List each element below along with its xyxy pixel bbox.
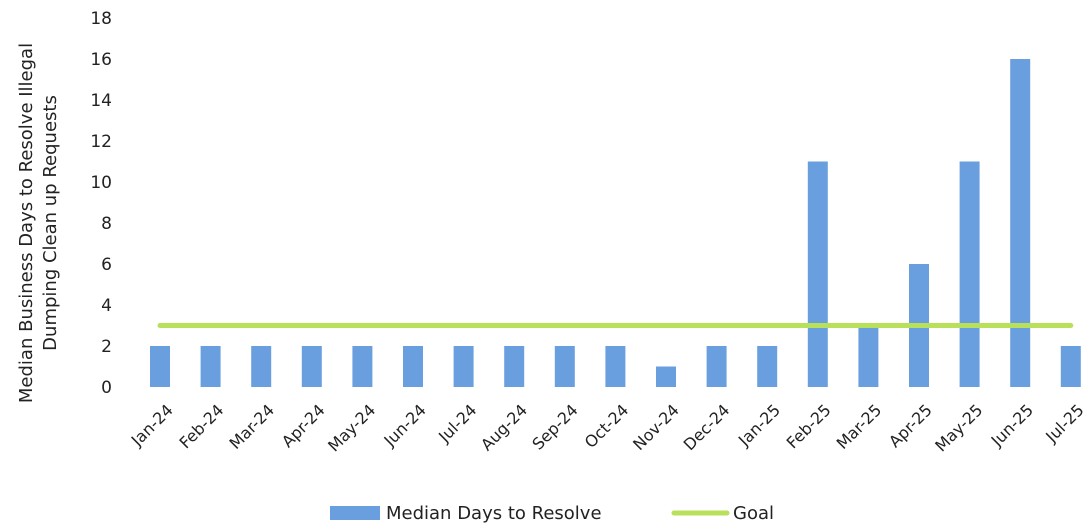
- bar-Jan-24: [150, 346, 170, 387]
- bar-Jun-25: [1010, 59, 1031, 387]
- bar-Jul-24: [453, 346, 474, 387]
- x-tick-label-Jul-25: Jul-25: [1041, 400, 1087, 446]
- x-tick-label-Mar-25: Mar-25: [833, 400, 886, 453]
- x-tick-label-Jun-24: Jun-24: [380, 400, 430, 450]
- y-tick-label-2: 2: [101, 337, 112, 357]
- y-tick-label-8: 8: [101, 214, 112, 234]
- bar-Jun-24: [403, 346, 423, 387]
- bar-Feb-25: [807, 161, 828, 387]
- y-tick-label-0: 0: [101, 378, 112, 398]
- x-tick-label-Jan-25: Jan-25: [734, 400, 784, 450]
- x-tick-label-Nov-24: Nov-24: [629, 400, 683, 454]
- legend: Median Days to Resolve Goal: [330, 503, 774, 524]
- x-tick-label-Mar-24: Mar-24: [225, 400, 278, 453]
- x-tick-label-Apr-25: Apr-25: [885, 400, 936, 451]
- bar-series: [150, 59, 1081, 387]
- bar-May-25: [959, 161, 980, 387]
- x-tick-label-Oct-24: Oct-24: [581, 400, 632, 451]
- bar-Sep-24: [554, 346, 575, 387]
- x-tick-label-Feb-24: Feb-24: [175, 400, 227, 452]
- x-tick-label-Aug-24: Aug-24: [477, 400, 531, 454]
- bar-Aug-24: [504, 346, 525, 387]
- x-tick-label-Jul-24: Jul-24: [434, 400, 480, 446]
- y-axis-ticks: 0 2 4 6 8 10 12 14 16 18: [90, 9, 112, 398]
- bar-Dec-24: [706, 346, 727, 387]
- bar-Nov-24: [656, 366, 676, 387]
- legend-label-median: Median Days to Resolve: [386, 503, 602, 524]
- x-tick-label-Jun-25: Jun-25: [987, 400, 1037, 450]
- legend-swatch-median: [330, 506, 380, 520]
- x-tick-label-Jan-24: Jan-24: [127, 400, 177, 450]
- y-tick-label-18: 18: [90, 9, 112, 29]
- y-axis-title-line-2: Dumping Clean up Requests: [40, 95, 61, 351]
- bar-Mar-24: [251, 346, 272, 387]
- bar-Apr-24: [301, 346, 322, 387]
- bar-Mar-25: [858, 325, 879, 387]
- y-tick-label-6: 6: [101, 255, 112, 275]
- x-tick-label-Feb-25: Feb-25: [783, 400, 835, 452]
- bar-Jan-25: [757, 346, 778, 387]
- x-tick-label-May-25: May-25: [931, 400, 986, 455]
- y-tick-label-4: 4: [101, 296, 112, 316]
- x-tick-label-May-24: May-24: [324, 400, 379, 455]
- bar-Oct-24: [605, 346, 626, 387]
- x-tick-label-Dec-24: Dec-24: [680, 400, 734, 454]
- y-axis-title-line-1: Median Business Days to Resolve Illegal: [16, 43, 37, 403]
- x-tick-label-Sep-24: Sep-24: [528, 400, 581, 453]
- bar-May-24: [352, 346, 373, 387]
- y-axis-title: Median Business Days to Resolve Illegal …: [16, 43, 61, 403]
- y-tick-label-10: 10: [90, 173, 112, 193]
- y-tick-label-14: 14: [90, 91, 112, 111]
- x-tick-label-Apr-24: Apr-24: [278, 400, 329, 451]
- bar-Jul-25: [1060, 346, 1081, 387]
- y-tick-label-12: 12: [90, 132, 112, 152]
- legend-label-goal: Goal: [733, 503, 774, 524]
- y-tick-label-16: 16: [90, 50, 112, 70]
- bar-Feb-24: [200, 346, 221, 387]
